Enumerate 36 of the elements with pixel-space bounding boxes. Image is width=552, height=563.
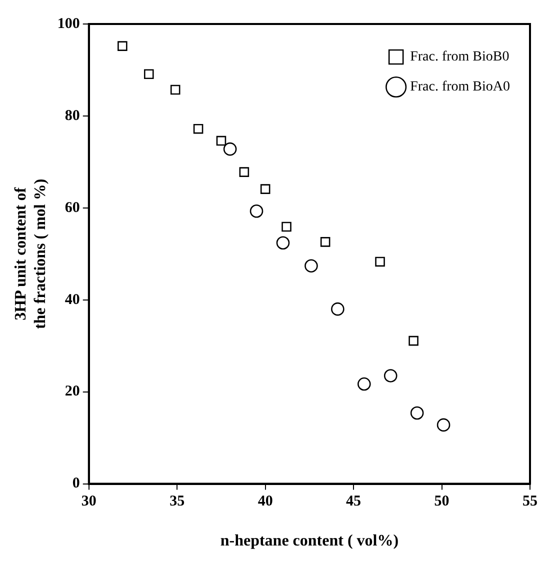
x-axis-title: n-heptane content ( vol%) — [220, 532, 399, 550]
point — [239, 167, 250, 177]
point — [375, 256, 385, 267]
legend-label: Frac. from BioA0 — [410, 80, 510, 95]
y-tick-label: 80 — [64, 108, 80, 124]
point — [410, 406, 424, 420]
x-tick-label: 55 — [522, 494, 538, 510]
point — [408, 336, 418, 346]
y-tick-label: 40 — [64, 292, 80, 308]
point — [118, 41, 128, 51]
point — [436, 418, 450, 432]
y-tick-label: 20 — [64, 384, 80, 400]
point — [144, 69, 154, 80]
x-tick-label: 35 — [170, 494, 185, 510]
point — [331, 302, 344, 316]
point — [384, 369, 398, 382]
point — [304, 259, 318, 273]
point — [282, 222, 292, 232]
point — [357, 377, 371, 391]
point — [216, 136, 226, 146]
point — [276, 236, 290, 250]
x-tick-label: 45 — [346, 494, 362, 510]
x-tick-label: 50 — [434, 494, 450, 510]
legend-label: Frac. from BioB0 — [410, 50, 510, 65]
x-tick-label: 40 — [258, 494, 273, 510]
point — [193, 124, 204, 134]
point — [320, 237, 330, 247]
point — [223, 142, 237, 156]
y-axis-title: 3HP unit content of the fractions ( mol %) — [12, 178, 49, 329]
point — [170, 84, 180, 95]
y-tick-label: 60 — [64, 200, 80, 216]
point — [260, 184, 270, 194]
y-tick-label: 100 — [57, 16, 80, 32]
x-tick-label: 30 — [81, 494, 96, 510]
point — [250, 204, 264, 218]
y-tick-label: 0 — [72, 476, 80, 492]
